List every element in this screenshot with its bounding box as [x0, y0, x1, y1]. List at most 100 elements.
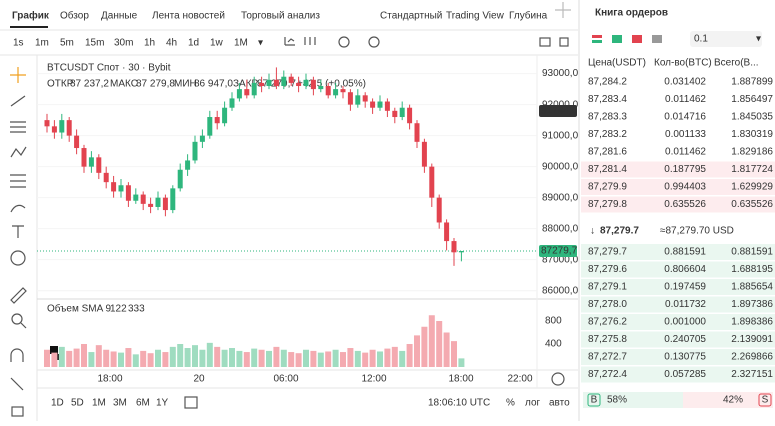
volume-bar [44, 349, 50, 367]
price: 87,279.7 [588, 247, 627, 258]
volume-bar [214, 346, 221, 367]
candle-body [207, 117, 213, 136]
volume-bar [458, 358, 465, 367]
last-price: 87,279.7 [600, 226, 639, 237]
tab[interactable]: Данные [101, 11, 138, 22]
candle-body [458, 251, 464, 253]
row-highlight [581, 161, 775, 178]
volume-bar [414, 335, 420, 367]
scale-button[interactable]: авто [549, 398, 570, 409]
volume-bar [66, 350, 73, 367]
range-button[interactable]: 3M [113, 398, 127, 409]
price: 87,278.0 [588, 299, 627, 310]
candle-body [44, 120, 50, 127]
row-highlight [581, 349, 775, 365]
y-tick-label: 87000,0 [542, 254, 579, 265]
candle-body [273, 79, 279, 87]
volume-bar [162, 352, 169, 367]
interval[interactable]: 15m [85, 38, 104, 49]
volume-bar [132, 354, 139, 367]
volume-bar [258, 349, 265, 367]
interval[interactable]: 1s [13, 38, 24, 49]
price-tag-label: 87279,7 [541, 246, 578, 257]
range-button[interactable]: 6M [136, 398, 150, 409]
range-button[interactable]: 1Y [156, 398, 169, 409]
time-label: 18:00 [448, 374, 473, 385]
candle-body [266, 79, 272, 87]
volume-bar [288, 352, 295, 367]
row-highlight [581, 366, 775, 383]
interval[interactable]: 1M [234, 38, 248, 49]
volume-bar [118, 352, 124, 367]
scale-button[interactable]: лог [525, 398, 541, 409]
tab[interactable]: График [12, 10, 50, 22]
interval[interactable]: 1d [188, 38, 199, 49]
candle-body [362, 95, 368, 102]
volume-bar [280, 349, 287, 367]
price-change: +42,5 (+0,05%) [297, 79, 366, 90]
candle-body [59, 120, 65, 133]
candle-body [377, 101, 383, 108]
view-option[interactable]: Стандартный [380, 11, 442, 22]
volume-bar [251, 348, 258, 367]
tab[interactable]: Обзор [60, 10, 89, 22]
candle-body [74, 135, 80, 149]
book-mode-icons [592, 35, 662, 43]
volume-bar [377, 351, 383, 367]
total: 1.887899 [731, 77, 773, 88]
candle-body [229, 98, 235, 108]
total: 1.829186 [731, 147, 773, 158]
candle-body [162, 197, 168, 211]
scale-button[interactable]: % [506, 398, 515, 409]
quantity: 0.635526 [664, 199, 706, 210]
price: 87,279.9 [588, 182, 627, 193]
volume-bar [347, 348, 354, 367]
row-highlight [581, 196, 775, 213]
dropdown-caret: ▾ [258, 38, 263, 49]
candle-body [222, 107, 228, 124]
range-button[interactable]: 5D [71, 398, 84, 409]
quantity: 0.001000 [664, 317, 706, 328]
interval[interactable]: 5m [60, 38, 74, 49]
interval[interactable]: 4h [166, 38, 177, 49]
tab[interactable]: Торговый анализ [241, 11, 320, 22]
interval[interactable]: 30m [114, 38, 133, 49]
interval[interactable]: 1m [35, 38, 49, 49]
range-button[interactable]: 1M [92, 398, 106, 409]
y-tick-label: 89000,0 [542, 192, 579, 203]
interval[interactable]: 1h [144, 38, 155, 49]
buy-ratio [583, 392, 683, 408]
y-tick-label: 92000,0 [542, 99, 579, 110]
step-value[interactable]: 0.1 [694, 34, 708, 45]
candle-body [125, 185, 131, 201]
interval[interactable]: 1w [210, 38, 224, 49]
volume-bar [362, 352, 369, 367]
volume-bar [332, 349, 339, 367]
view-option[interactable]: Trading View [446, 11, 505, 22]
candle-body [355, 95, 361, 105]
volume-tick-label: 800 [545, 316, 562, 327]
candle-body [318, 86, 324, 90]
clock: 18:06:10 UTC [428, 398, 490, 409]
volume-bar [110, 351, 117, 367]
candle-body [392, 110, 398, 118]
candle-body [103, 172, 109, 183]
total: 1.845035 [731, 112, 773, 123]
price-tag [539, 245, 577, 258]
candle-body [407, 107, 413, 124]
view-option[interactable]: Глубина [509, 10, 548, 22]
quantity: 0.011462 [665, 147, 706, 158]
volume-bar [303, 349, 309, 367]
range-button[interactable]: 1D [51, 398, 64, 409]
volume-bar [125, 348, 132, 367]
time-label: 06:00 [273, 374, 298, 385]
step-dropdown[interactable] [690, 31, 762, 47]
quantity: 0.001133 [665, 129, 706, 140]
ohlc-label: МИН [174, 79, 197, 90]
y-tick-label: 93000,0 [542, 68, 579, 79]
volume-bar [354, 350, 361, 367]
tab[interactable]: Лента новостей [152, 11, 225, 22]
volume-bar [369, 349, 376, 367]
candle-body [192, 141, 198, 161]
